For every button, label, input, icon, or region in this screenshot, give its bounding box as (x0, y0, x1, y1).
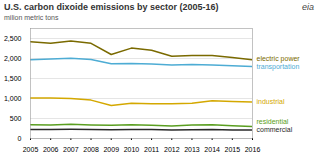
svg-text:2,500: 2,500 (4, 35, 22, 42)
svg-text:2014: 2014 (204, 146, 220, 152)
html-text:eia: eia (302, 2, 314, 12)
svg-text:1,000: 1,000 (4, 95, 22, 102)
svg-text:2013: 2013 (184, 146, 200, 152)
svg-text:2005: 2005 (23, 146, 39, 152)
svg-text:electric power: electric power (257, 55, 301, 63)
svg-text:2016: 2016 (245, 146, 261, 152)
svg-text:2008: 2008 (83, 146, 99, 152)
svg-text:2011: 2011 (144, 146, 159, 152)
svg-text:2009: 2009 (103, 146, 119, 152)
svg-text:2,000: 2,000 (4, 55, 22, 62)
html-text:milion metric tons: milion metric tons (4, 14, 59, 21)
svg-text:2012: 2012 (164, 146, 180, 152)
svg-text:commercial: commercial (257, 126, 293, 133)
svg-text:1,500: 1,500 (4, 75, 22, 82)
svg-text:2006: 2006 (43, 146, 59, 152)
svg-text:2007: 2007 (63, 146, 79, 152)
svg-text:residential: residential (257, 118, 289, 125)
svg-text:2010: 2010 (124, 146, 140, 152)
html-text:U.S. carbon dixoide emissions: U.S. carbon dixoide emissions by sector … (4, 2, 219, 12)
svg-text:0: 0 (18, 135, 22, 142)
svg-text:industrial: industrial (257, 98, 285, 105)
svg-text:2015: 2015 (225, 146, 241, 152)
svg-text:transportation: transportation (257, 63, 300, 71)
svg-text:500: 500 (10, 115, 22, 122)
